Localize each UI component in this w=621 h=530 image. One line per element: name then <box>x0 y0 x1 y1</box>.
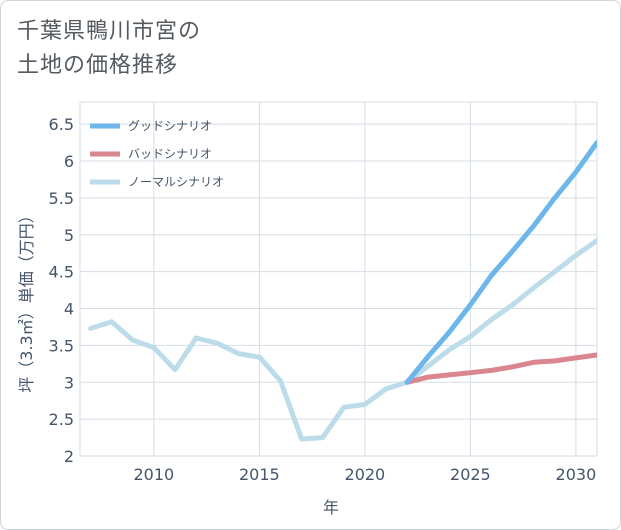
series-line-good <box>404 140 597 385</box>
series-layer <box>88 140 597 442</box>
series-line-normal <box>88 238 597 442</box>
x-tick-label: 2025 <box>450 465 491 484</box>
y-tick-label: 6.5 <box>49 115 74 134</box>
y-tick-label: 6 <box>64 152 74 171</box>
legend-label: バッドシナリオ <box>128 147 212 161</box>
x-tick-label: 2020 <box>345 465 386 484</box>
chart-title-line-1: 千葉県鴨川市宮の <box>17 19 202 44</box>
chart-title-line-2: 土地の価格推移 <box>17 53 179 78</box>
x-axis-label: 年 <box>323 498 339 517</box>
chart-title: 千葉県鴨川市宮の 土地の価格推移 <box>17 15 201 83</box>
y-axis-label: 坪（3.3㎡）単価（万円） <box>17 207 36 392</box>
grid <box>79 101 598 457</box>
y-tick-label: 3 <box>64 373 74 392</box>
tick-labels: 2 2.5 3 3.5 4 4.5 5 5.5 6 6.5 2010 2015 2020 2025 2030 <box>49 115 597 484</box>
series-line-bad <box>404 352 597 385</box>
y-tick-label: 5.5 <box>49 189 74 208</box>
legend-label: ノーマルシナリオ <box>128 175 224 189</box>
y-tick-label: 4.5 <box>49 263 74 282</box>
y-tick-label: 4 <box>64 300 74 319</box>
y-tick-label: 5 <box>64 226 74 245</box>
x-tick-label: 2030 <box>556 465 597 484</box>
y-tick-label: 2 <box>64 447 74 466</box>
x-tick-label: 2010 <box>133 465 174 484</box>
y-tick-label: 2.5 <box>49 410 74 429</box>
y-tick-label: 3.5 <box>49 336 74 355</box>
x-tick-label: 2015 <box>239 465 280 484</box>
legend-label: グッドシナリオ <box>128 119 212 133</box>
